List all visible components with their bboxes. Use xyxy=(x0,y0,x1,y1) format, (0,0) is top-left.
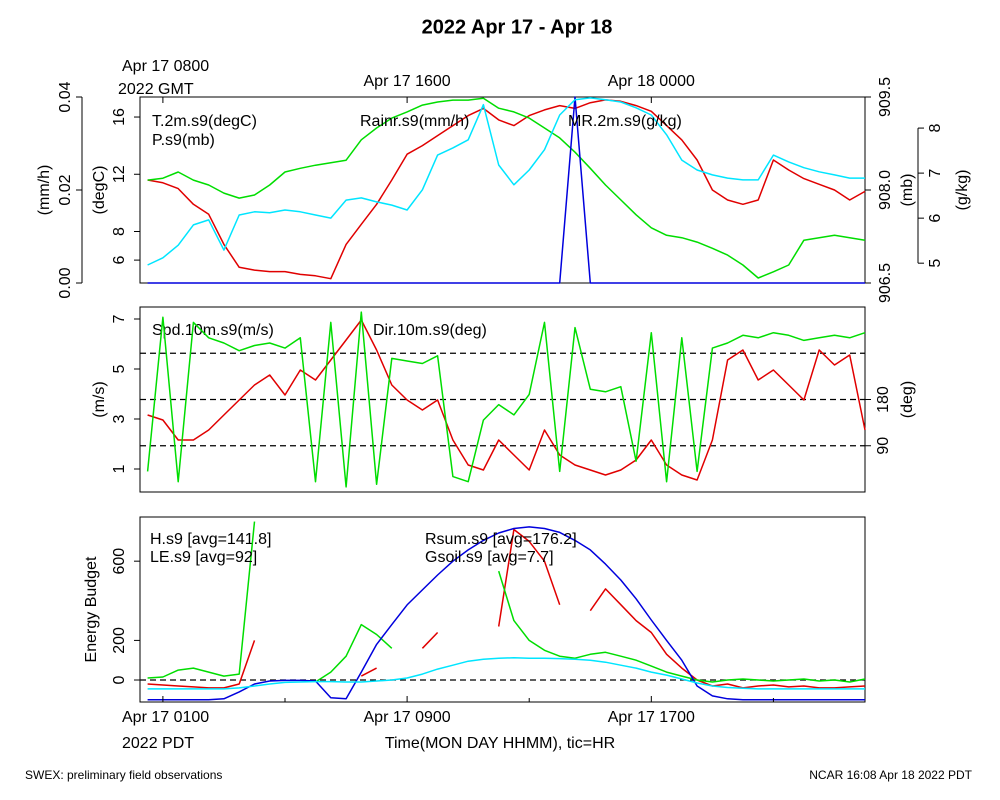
footer-stamp: NCAR 16:08 Apr 18 2022 PDT xyxy=(809,768,972,782)
legend-label: P.s9(mb) xyxy=(152,132,215,149)
series-line xyxy=(147,97,866,279)
y-tick-label: 180 xyxy=(875,386,892,413)
legend-label: Dir.10m.s9(deg) xyxy=(373,322,487,339)
series-line xyxy=(147,319,866,481)
axis-title: (g/kg) xyxy=(954,170,971,211)
y-tick-label: 5 xyxy=(111,364,128,373)
series-line xyxy=(147,96,865,284)
x-tick-label: Apr 17 0900 xyxy=(364,709,451,726)
legend-label: H.s9 [avg=141.8] xyxy=(150,531,271,548)
series-line xyxy=(147,521,866,683)
legend-label: MR.2m.s9(g/kg) xyxy=(568,113,682,130)
series-line xyxy=(146,311,866,488)
series-line xyxy=(147,526,865,701)
y-tick-label: 908.0 xyxy=(877,170,894,210)
y-tick-label: 6 xyxy=(111,256,128,265)
x-tick-label: Apr 18 0000 xyxy=(608,73,695,90)
y-tick-label: 0.02 xyxy=(57,174,74,205)
legend-label: Spd.10m.s9(m/s) xyxy=(152,322,274,339)
y-tick-label: 6 xyxy=(927,214,944,223)
series-line xyxy=(147,99,866,280)
legend-label: Rainr.s9(mm/h) xyxy=(360,113,469,130)
legend-label: T.2m.s9(degC) xyxy=(152,113,257,130)
x-axis-note: 2022 GMT xyxy=(118,81,194,98)
plot-frame xyxy=(139,516,866,703)
y-tick-label: 200 xyxy=(111,627,128,654)
footer-note: SWEX: preliminary field observations xyxy=(25,768,222,782)
y-tick-label: 8 xyxy=(927,124,944,133)
chart-title: 2022 Apr 17 - Apr 18 xyxy=(422,16,613,38)
y-tick-label: 0 xyxy=(111,675,128,684)
axis-title: (degC) xyxy=(91,166,108,215)
y-tick-label: 12 xyxy=(111,165,128,183)
series-line xyxy=(147,657,865,690)
y-tick-label: 906.5 xyxy=(877,263,894,303)
y-tick-label: 3 xyxy=(111,414,128,423)
x-tick-label: Apr 17 0100 xyxy=(122,709,209,726)
y-tick-label: 16 xyxy=(111,108,128,126)
legend-label: Rsum.s9 [avg=176.2] xyxy=(425,531,577,548)
y-tick-label: 7 xyxy=(927,169,944,178)
legend-label: LE.s9 [avg=92] xyxy=(150,549,257,566)
x-axis-title: Time(MON DAY HHMM), tic=HR xyxy=(385,735,615,752)
axis-title: (mm/h) xyxy=(36,165,53,216)
x-tick-label: Apr 17 1700 xyxy=(608,709,695,726)
y-tick-label: 8 xyxy=(111,227,128,236)
x-axis-note: 2022 PDT xyxy=(122,735,194,752)
axis-title: (mb) xyxy=(899,174,916,207)
y-tick-label: 0.04 xyxy=(57,81,74,112)
series-line xyxy=(147,528,866,689)
series-line xyxy=(147,97,865,266)
y-tick-label: 0.00 xyxy=(57,267,74,298)
y-tick-label: 5 xyxy=(927,259,944,268)
x-tick-label: Apr 17 0800 xyxy=(122,58,209,75)
y-tick-label: 909.5 xyxy=(877,77,894,117)
axis-title: Energy Budget xyxy=(83,556,100,662)
legend-label: Gsoil.s9 [avg=7.7] xyxy=(425,549,554,566)
axis-title: (deg) xyxy=(899,381,916,418)
x-tick-label: Apr 17 1600 xyxy=(364,73,451,90)
y-tick-label: 7 xyxy=(111,314,128,323)
y-tick-label: 90 xyxy=(875,437,892,455)
y-tick-label: 600 xyxy=(111,548,128,575)
axis-title: (m/s) xyxy=(91,381,108,417)
y-tick-label: 1 xyxy=(111,464,128,473)
